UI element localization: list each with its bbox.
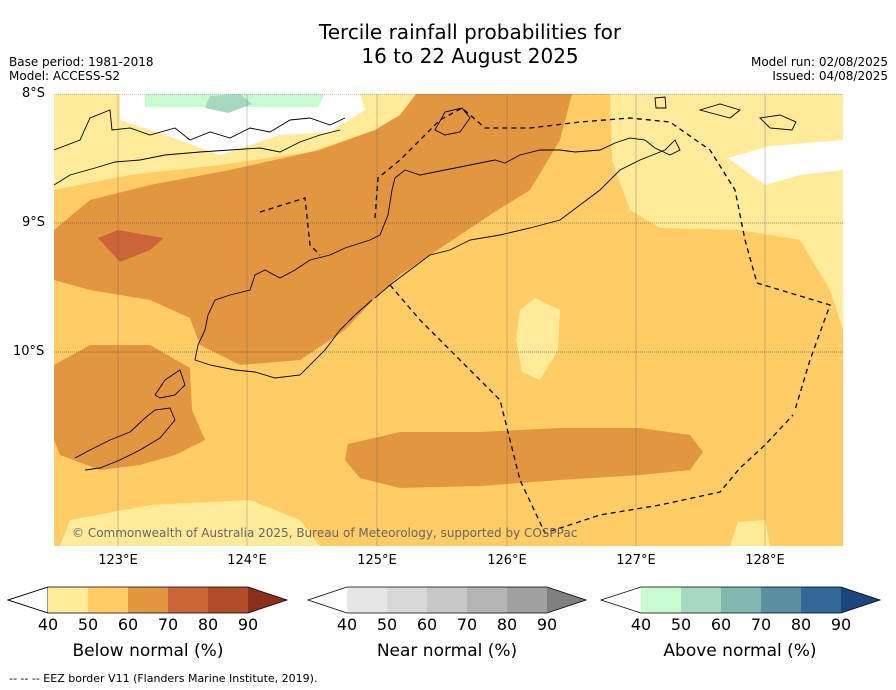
- cb2-tick: 60: [416, 615, 438, 634]
- model-label: Model: ACCESS-S2: [9, 69, 121, 83]
- title-line-1: Tercile rainfall probabilities for: [318, 20, 622, 44]
- lon-label-125e: 125°E: [357, 553, 397, 568]
- colorbar-above-normal-title: Above normal (%): [663, 641, 817, 661]
- below-normal-60-70-west: [54, 345, 205, 470]
- eez-legend-footer: -- -- -- EEZ border V11 (Flanders Marine…: [9, 672, 318, 685]
- copyright-notice: © Commonwealth of Australia 2025, Bureau…: [72, 526, 578, 540]
- title-line-2: 16 to 22 August 2025: [361, 44, 579, 68]
- eez-border: [259, 107, 831, 534]
- lat-label-9s: 9°S: [22, 215, 46, 230]
- cb3-tick: 40: [630, 615, 652, 634]
- base-period-label: Base period: 1981-2018: [9, 55, 154, 69]
- cb1-tick: 80: [197, 615, 219, 634]
- cb3-tick: 60: [710, 615, 732, 634]
- lon-label-124e: 124°E: [227, 553, 267, 568]
- meta-right: Model run: 02/08/2025 Issued: 04/08/2025: [751, 55, 888, 83]
- colorbar-near-normal: [306, 586, 588, 614]
- cb1-tick: 40: [37, 615, 59, 634]
- cb2-tick: 50: [376, 615, 398, 634]
- cb3-tick: 50: [670, 615, 692, 634]
- below-normal-40-50-south: [60, 500, 320, 546]
- cb2-tick: 80: [496, 615, 518, 634]
- latitude-lines: [54, 94, 843, 353]
- lat-label-8s: 8°S: [22, 86, 46, 101]
- no-signal-east: [728, 140, 843, 185]
- no-signal-north: [120, 94, 365, 155]
- below-normal-60-70-band: [54, 94, 572, 365]
- lon-label-123e: 123°E: [98, 553, 138, 568]
- colorbar-above-normal: [599, 586, 882, 614]
- lon-label-127e: 127°E: [616, 553, 656, 568]
- above-normal-50-60-area: [205, 94, 252, 113]
- coastlines: [54, 96, 797, 471]
- model-run-label: Model run: 02/08/2025: [750, 55, 888, 69]
- colorbar-near-normal-title: Near normal (%): [376, 641, 518, 661]
- map-title: Tercile rainfall probabilities for 16 to…: [0, 20, 896, 68]
- colorbar-below-normal-title: Below normal (%): [72, 641, 224, 661]
- cb1-tick: 60: [117, 615, 139, 634]
- cb2-tick: 70: [456, 615, 478, 634]
- cb3-tick: 90: [830, 615, 852, 634]
- cb2-tick: 90: [536, 615, 558, 634]
- issued-label: Issued: 04/08/2025: [772, 69, 888, 83]
- cb1-tick: 50: [77, 615, 99, 634]
- cb1-tick: 70: [157, 615, 179, 634]
- cb3-tick: 70: [750, 615, 772, 634]
- below-normal-40-50-center: [516, 298, 560, 380]
- graticule: [117, 94, 766, 546]
- cb3-tick: 80: [790, 615, 812, 634]
- cb1-tick: 90: [237, 615, 259, 634]
- probability-fill: [54, 94, 843, 546]
- below-normal-60-70-south: [345, 428, 703, 488]
- colorbar-below-normal: [6, 586, 289, 614]
- lon-label-128e: 128°E: [745, 553, 785, 568]
- lon-label-126e: 126°E: [487, 553, 527, 568]
- lat-label-10s: 10°S: [13, 344, 45, 359]
- cb2-tick: 40: [336, 615, 358, 634]
- below-normal-70-80-patch: [98, 230, 164, 262]
- meta-left: Base period: 1981-2018 Model: ACCESS-S2: [9, 55, 154, 83]
